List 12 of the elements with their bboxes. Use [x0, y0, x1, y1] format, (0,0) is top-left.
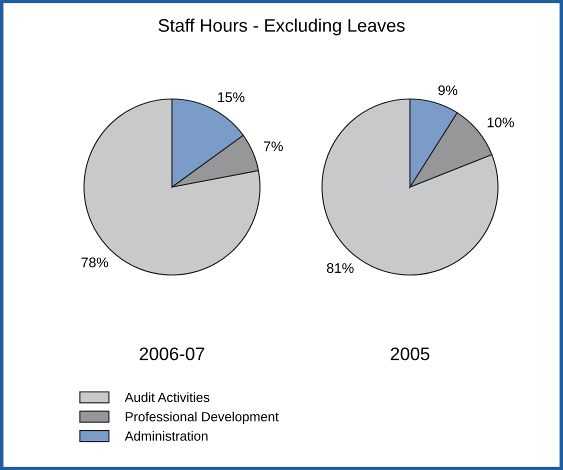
text: 2006-07 — [140, 347, 204, 360]
data-label: 15% — [218, 92, 244, 102]
data-label: 10% — [488, 118, 514, 128]
data-label: 81% — [326, 263, 354, 273]
legend-label: Administration — [124, 431, 208, 441]
legend-label: Professional Development — [126, 412, 279, 424]
data-label: 7% — [264, 141, 283, 152]
text: 2005 — [390, 347, 430, 360]
data-label: 78% — [82, 258, 108, 268]
chart-title: Staff Hours - Excluding Leaves — [158, 18, 405, 36]
data-label: 9% — [438, 85, 458, 96]
legend-label: Audit Activities — [124, 392, 210, 402]
